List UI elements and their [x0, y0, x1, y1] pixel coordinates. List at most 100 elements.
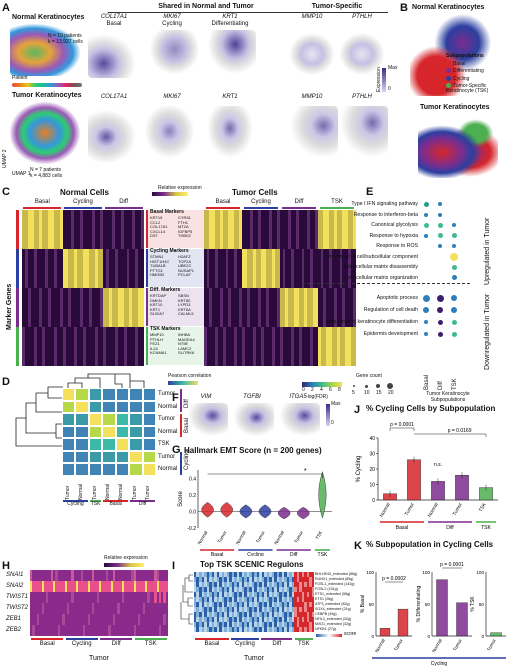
heat-cell: [293, 288, 297, 327]
d-cell: [115, 388, 130, 401]
i-cell: [289, 597, 292, 602]
j-y-tick-label: 0: [372, 498, 375, 504]
i-cell: [233, 622, 237, 627]
heat-cell: [252, 210, 256, 249]
i-cell: [311, 572, 315, 577]
i-cell: [264, 587, 267, 592]
h-cell: [119, 592, 123, 603]
i-cell: [236, 622, 240, 627]
i-cell: [264, 576, 267, 582]
i-cell: [194, 627, 197, 632]
h-cell: [163, 625, 166, 636]
i-cell: [196, 597, 200, 602]
h-cell: [59, 614, 63, 625]
h-cell: [48, 614, 51, 625]
i-cell: [306, 576, 310, 582]
i-regulon-label: NFKB1 (27g): [315, 627, 336, 631]
h-cell: [36, 570, 40, 581]
i-cell: [306, 591, 310, 597]
i-cell: [276, 572, 280, 577]
e-fdr-tick: 8: [338, 387, 341, 393]
h-cell: [112, 603, 116, 614]
i-cell: [196, 617, 200, 622]
h-cell: [80, 603, 84, 614]
h-cell: [133, 581, 137, 592]
i-cell: [198, 607, 202, 612]
i-cell: [311, 627, 315, 632]
h-cell: [103, 603, 107, 614]
j-xlabel: TSK: [478, 501, 488, 513]
e-dot: [437, 307, 443, 313]
d-cell: [88, 388, 103, 401]
heat-cell: [212, 249, 216, 288]
i-cell: [294, 591, 297, 597]
i-cell: [224, 591, 227, 597]
heat-cell: [206, 288, 210, 327]
h-cell: [39, 614, 42, 625]
i-cell: [249, 607, 252, 612]
heat-cell: [36, 327, 40, 366]
heat-cell: [307, 210, 311, 249]
heat-cell: [244, 249, 248, 288]
h-group-label: TSK: [144, 641, 157, 647]
i-cell: [236, 591, 240, 597]
h-cell: [59, 570, 63, 581]
heat-cell: [209, 210, 213, 249]
h-cell: [147, 625, 150, 636]
heat-cell: [293, 327, 297, 366]
gene-label-col17a1: COL17A1 Basal: [88, 14, 140, 28]
h-cell: [69, 570, 72, 581]
h-cell: [145, 614, 148, 625]
h-cell: [82, 603, 86, 614]
heat-cell: [266, 210, 270, 249]
i-cell: [206, 607, 210, 612]
heat-cell: [301, 288, 305, 327]
i-cell: [233, 581, 237, 587]
tumor-title: Tumor Keratinocytes: [12, 92, 82, 99]
i-cell: [279, 617, 282, 622]
h-cell: [103, 592, 107, 603]
i-cell: [198, 602, 202, 607]
i-cell: [196, 627, 200, 632]
i-cell: [221, 627, 225, 632]
e-row-label: Apoptotic process: [376, 295, 418, 301]
heat-cell: [318, 210, 322, 249]
heat-cell: [223, 327, 227, 366]
gene-label-mmp10: MMP10: [286, 14, 338, 21]
i-cell: [269, 627, 272, 632]
heat-cell: [320, 249, 324, 288]
i-cell: [281, 572, 285, 577]
i-cell: [279, 581, 282, 587]
heat-cell: [331, 210, 335, 249]
h-cell: [156, 592, 160, 603]
i-cell: [271, 591, 275, 597]
d-cell: [88, 463, 103, 476]
i-cell: [291, 611, 295, 617]
i-cell: [309, 617, 312, 622]
heat-cell: [74, 210, 78, 249]
i-cell: [236, 581, 240, 587]
h-cell: [87, 581, 91, 592]
heat-cell: [71, 327, 75, 366]
d-col-label: Tumor: [145, 485, 152, 500]
i-cell: [296, 607, 300, 612]
h-cell: [126, 581, 130, 592]
i-cell: [266, 591, 270, 597]
i-cell: [299, 572, 302, 577]
heat-cell: [117, 288, 121, 327]
f-gene-umaps: VIM TGFBI ITGA5: [184, 394, 324, 440]
i-regulon-label: BHLHE40_extended (86g): [315, 572, 358, 576]
heat-cell: [39, 288, 43, 327]
heat-cell: [106, 327, 110, 366]
heat-cell: [231, 327, 235, 366]
i-cell: [281, 576, 285, 582]
heat-cell: [301, 210, 305, 249]
e-row-label: Canonical glycolysis: [371, 222, 418, 228]
b-legend-label: Differentiating: [453, 68, 484, 75]
i-cell: [289, 627, 292, 632]
i-cell: [209, 622, 212, 627]
i-cell: [213, 597, 217, 602]
i-cell: [269, 597, 272, 602]
heat-cell: [280, 288, 284, 327]
h-cell: [69, 603, 72, 614]
